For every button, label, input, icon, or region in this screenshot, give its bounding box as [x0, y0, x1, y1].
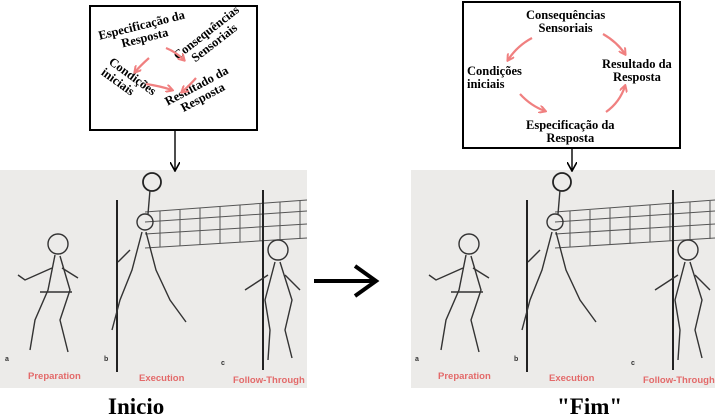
inicio-label: Inicio — [108, 394, 165, 419]
right-arrow-cond-to-spec — [519, 93, 545, 111]
big-transition-arrow — [314, 264, 380, 298]
right-resultado-label: Resultado da Resposta — [602, 57, 672, 84]
left-volleyball-photo — [0, 170, 307, 388]
left-panel-c-letter: c — [221, 360, 225, 367]
right-caption-preparation: Preparation — [438, 371, 491, 382]
left-cycle-arrows — [135, 46, 197, 92]
right-cycle-arrows — [508, 33, 625, 113]
right-arrow-cons-to-cond — [508, 37, 533, 60]
left-arrow-cond-to-result — [145, 82, 172, 90]
right-especificacao-label: Especificação da Resposta — [526, 118, 615, 145]
left-sketch — [17, 172, 308, 372]
left-caption-preparation: Preparation — [28, 371, 81, 382]
right-panel-a-letter: a — [415, 356, 419, 363]
right-caption-follow-through: Follow-Through — [643, 375, 715, 386]
right-consequencias-label: Consequências Sensoriais — [526, 8, 606, 35]
fim-label: "Fim" — [557, 394, 623, 419]
right-condicoes-label: Condições iniciais — [467, 64, 522, 91]
left-caption-follow-through: Follow-Through — [233, 375, 305, 386]
right-sketch — [428, 172, 715, 372]
right-arrow-cons-to-result — [602, 33, 625, 54]
right-arrow-spec-to-result — [605, 86, 625, 113]
left-panel-a-letter: a — [5, 356, 9, 363]
right-caption-execution: Execution — [549, 373, 595, 384]
left-panel-b-letter: b — [104, 356, 109, 363]
left-diagram-box: Especificação da Resposta Consequências … — [89, 3, 258, 131]
left-arrow-cons-to-result — [182, 77, 197, 92]
left-caption-execution: Execution — [139, 373, 185, 384]
left-arrow-spec-to-cond — [135, 57, 150, 72]
right-diagram-box: Consequências Sensoriais Condições inici… — [462, 1, 681, 149]
right-panel-c-letter: c — [631, 360, 635, 367]
left-arrow-spec-to-cons — [165, 46, 184, 60]
right-panel-b-letter: b — [514, 356, 519, 363]
